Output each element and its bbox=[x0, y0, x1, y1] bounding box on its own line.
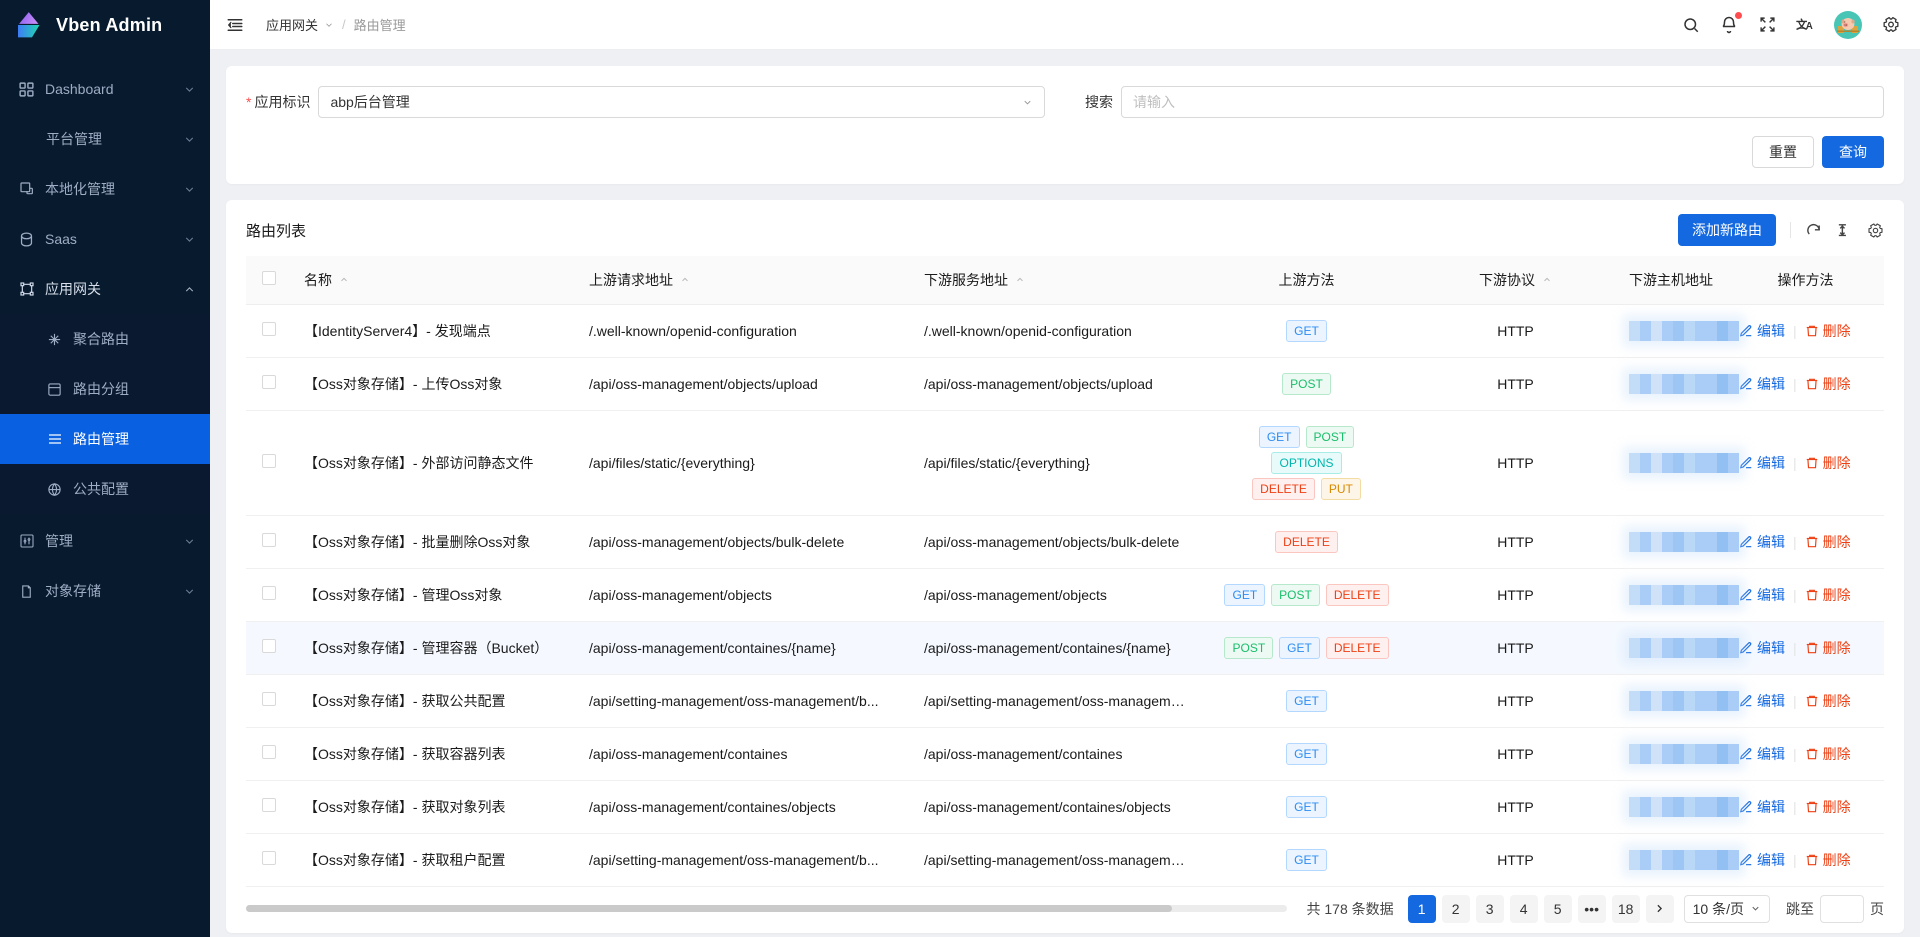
svg-text:A: A bbox=[1806, 21, 1813, 32]
